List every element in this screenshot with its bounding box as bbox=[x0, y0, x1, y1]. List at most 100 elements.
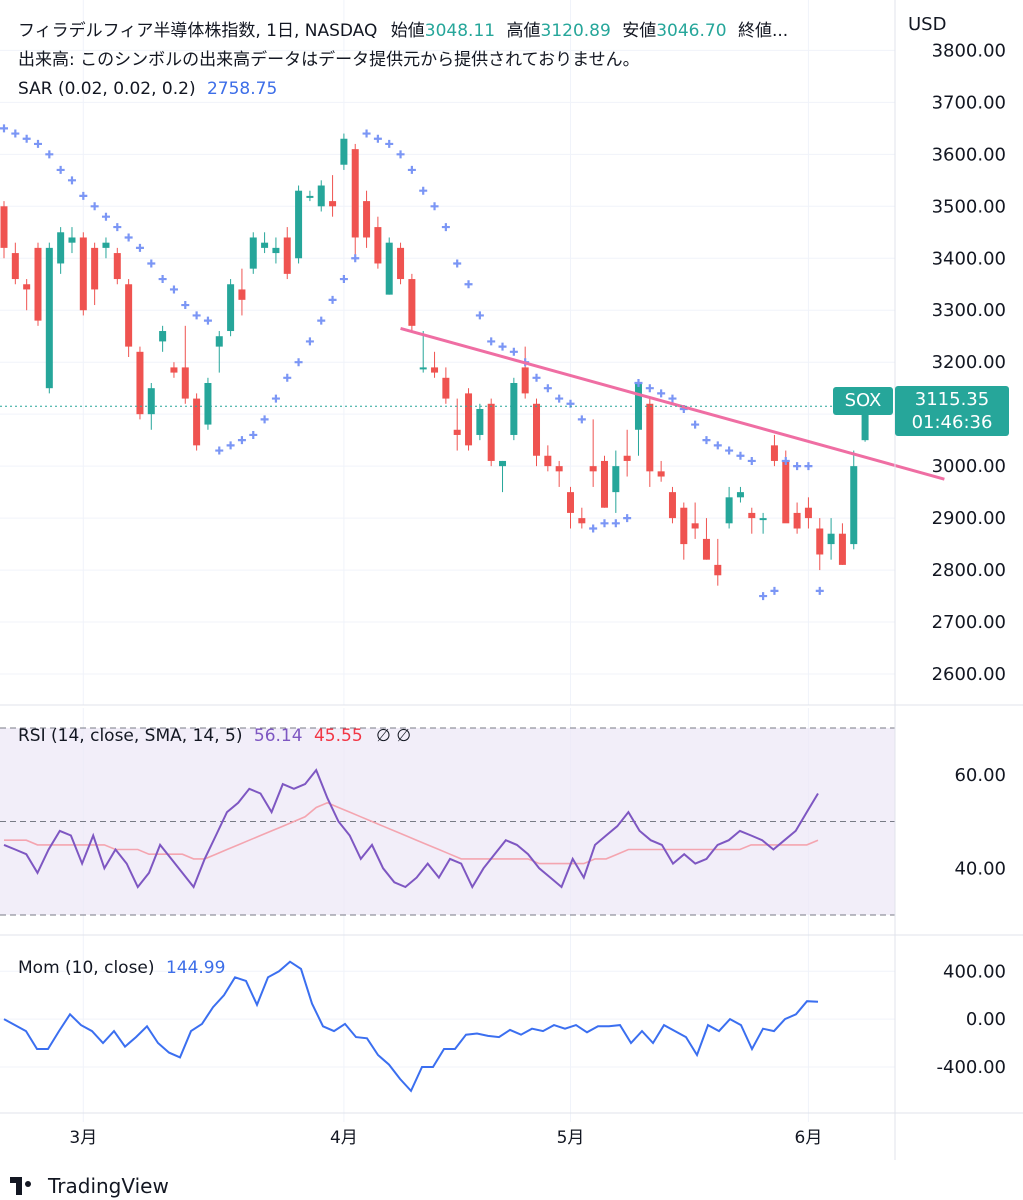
candle-body bbox=[125, 284, 133, 347]
tradingview-logo[interactable]: TradingView bbox=[10, 1174, 169, 1198]
candle-body bbox=[91, 247, 99, 290]
candle-body bbox=[306, 195, 314, 198]
sar-point bbox=[124, 233, 133, 242]
momentum-series bbox=[3, 960, 819, 1093]
candle-body bbox=[567, 492, 574, 513]
rsi-gridlines bbox=[0, 727, 895, 916]
close-label: 終値... bbox=[737, 21, 789, 41]
sar-point bbox=[464, 280, 473, 289]
rsi-sma-value: 45.55 bbox=[313, 726, 363, 746]
candle-body bbox=[351, 149, 359, 238]
sar-point bbox=[79, 191, 88, 200]
sar-point bbox=[135, 243, 144, 252]
mom-label: Mom (10, close) bbox=[18, 958, 155, 978]
price-tick-label: 2800.00 bbox=[932, 560, 1006, 581]
candle-body bbox=[34, 247, 42, 321]
mom-tick-label: 0.00 bbox=[966, 1009, 1006, 1030]
candle-body bbox=[827, 533, 835, 545]
mom-tick-label: 400.00 bbox=[943, 961, 1006, 982]
candle-body bbox=[668, 492, 676, 519]
candle-body bbox=[23, 284, 31, 290]
mom-value: 144.99 bbox=[165, 958, 226, 978]
mom-tick-label: -400.00 bbox=[937, 1057, 1006, 1078]
sar-point bbox=[169, 285, 178, 294]
symbol-title: フィラデルフィア半導体株指数, 1日, NASDAQ bbox=[18, 21, 378, 41]
candle-body bbox=[408, 279, 416, 326]
sar-point bbox=[419, 186, 428, 195]
candle-body bbox=[770, 445, 778, 461]
candle-body bbox=[79, 237, 87, 311]
sar-point bbox=[543, 384, 552, 393]
price-tick-label: 3200.00 bbox=[932, 352, 1006, 373]
candle-body bbox=[533, 403, 541, 456]
candle-body bbox=[204, 382, 212, 425]
candle-body bbox=[612, 466, 620, 493]
sar-point bbox=[577, 415, 586, 424]
sar-point bbox=[702, 436, 711, 445]
sar-point bbox=[713, 441, 722, 450]
candle-body bbox=[453, 429, 461, 435]
sar-point bbox=[691, 420, 700, 429]
sar-point bbox=[793, 462, 802, 471]
sar-point bbox=[11, 129, 20, 138]
sar-point bbox=[645, 384, 654, 393]
x-tick-label: 4月 bbox=[330, 1128, 358, 1148]
candle-body bbox=[714, 564, 722, 576]
candle-body bbox=[340, 138, 348, 165]
sar-point bbox=[804, 462, 813, 471]
candle-body bbox=[11, 253, 19, 280]
candle-body bbox=[159, 331, 167, 342]
candle-body bbox=[555, 466, 563, 472]
candle-body bbox=[419, 367, 427, 370]
sar-point bbox=[90, 202, 99, 211]
sar-point bbox=[441, 223, 450, 232]
price-tick-label: 3700.00 bbox=[932, 92, 1006, 113]
candle-body bbox=[272, 247, 280, 254]
trendline-segment bbox=[400, 326, 945, 481]
sar-point bbox=[0, 124, 8, 133]
high-label: 高値 bbox=[506, 21, 541, 41]
candle-body bbox=[838, 533, 846, 565]
candle-body bbox=[748, 512, 756, 519]
sar-label: SAR (0.02, 0.02, 0.2) bbox=[18, 79, 196, 99]
sar-point bbox=[657, 389, 666, 398]
sar-point bbox=[475, 311, 484, 320]
x-tick-label: 5月 bbox=[557, 1128, 585, 1148]
sar-point bbox=[339, 275, 348, 284]
candle-body bbox=[816, 528, 824, 555]
candle-body bbox=[510, 382, 518, 435]
candle-body bbox=[170, 367, 178, 373]
sar-value: 2758.75 bbox=[206, 79, 278, 99]
rsi-sma-line bbox=[4, 801, 819, 865]
sar-point bbox=[22, 134, 31, 143]
sar-legend: SAR (0.02, 0.02, 0.2) 2758.75 bbox=[18, 78, 277, 100]
candle-body bbox=[442, 377, 450, 399]
sar-point bbox=[215, 446, 224, 455]
candle-body bbox=[397, 247, 405, 280]
candle-body bbox=[147, 388, 155, 415]
candle-body bbox=[431, 367, 439, 373]
trendline[interactable] bbox=[400, 326, 945, 481]
candle-body bbox=[329, 201, 337, 207]
price-tick-label: 3500.00 bbox=[932, 196, 1006, 217]
candle-body bbox=[113, 253, 121, 280]
sar-point bbox=[113, 223, 122, 232]
candle-body bbox=[363, 201, 371, 238]
sar-point bbox=[736, 451, 745, 460]
mom-line bbox=[3, 960, 819, 1093]
candle-body bbox=[249, 237, 257, 269]
sar-point bbox=[611, 519, 620, 528]
candle-body bbox=[45, 247, 53, 389]
candle-body bbox=[238, 289, 246, 300]
sar-point bbox=[67, 176, 76, 185]
sar-point bbox=[725, 446, 734, 455]
candle-body bbox=[261, 242, 269, 248]
price-tick-label: 3600.00 bbox=[932, 144, 1006, 165]
price-tick-label: 3300.00 bbox=[932, 300, 1006, 321]
candle-body bbox=[487, 403, 495, 461]
sar-point bbox=[453, 259, 462, 268]
sar-point bbox=[351, 254, 360, 263]
sar-point bbox=[33, 139, 42, 148]
price-gridlines bbox=[0, 0, 895, 1122]
